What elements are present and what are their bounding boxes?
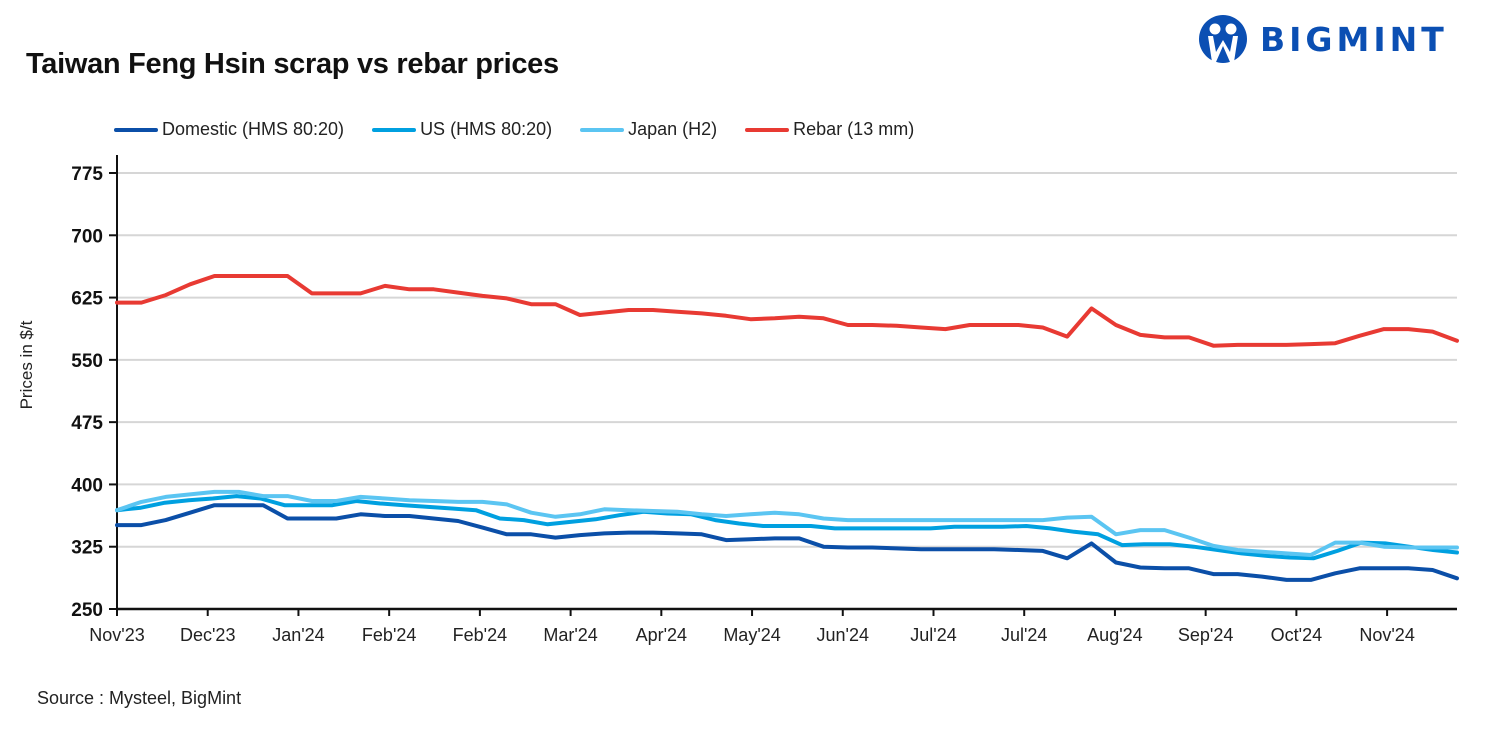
- legend-swatch: [580, 127, 625, 132]
- x-tick-label: May'24: [723, 625, 780, 645]
- x-tick-label: Aug'24: [1087, 625, 1143, 645]
- series-line-japan-h2: [115, 489, 1459, 557]
- series-line-domestic-hms-80-20: [115, 503, 1459, 582]
- x-tick-label: Dec'23: [180, 625, 235, 645]
- legend-swatch: [372, 127, 417, 132]
- y-tick-label: 625: [71, 289, 103, 310]
- legend-label: US (HMS 80:20): [420, 119, 553, 139]
- x-tick-label: Sep'24: [1178, 625, 1234, 645]
- y-tick-label: 400: [71, 475, 103, 496]
- legend-swatch: [114, 127, 158, 132]
- y-tick-label: 250: [71, 600, 103, 621]
- legend-item: Japan (H2): [580, 119, 717, 140]
- series-line-rebar-13-mm: [115, 274, 1459, 348]
- x-tick-label: Jun'24: [817, 625, 869, 645]
- series-line-us-hms-80-20: [115, 494, 1459, 561]
- y-tick-label: 550: [71, 351, 103, 372]
- x-tick-label: Jul'24: [910, 625, 956, 645]
- chart-title: Taiwan Feng Hsin scrap vs rebar prices: [26, 48, 559, 80]
- y-axis-label: Prices in $/t: [17, 320, 36, 409]
- y-tick-label: 325: [71, 538, 103, 559]
- brand-name: BIGMINT: [1260, 19, 1448, 59]
- legend-item: US (HMS 80:20): [372, 119, 552, 140]
- x-tick-label: Mar'24: [543, 625, 597, 645]
- x-tick-label: Nov'24: [1359, 625, 1414, 645]
- x-tick-label: Jan'24: [272, 625, 324, 645]
- x-tick-label: Nov'23: [89, 625, 144, 645]
- x-tick-label: Feb'24: [362, 625, 416, 645]
- legend-label: Japan (H2): [628, 119, 718, 139]
- legend-label: Rebar (13 mm): [793, 119, 915, 139]
- legend-swatch: [745, 127, 790, 132]
- bigmint-logo-icon: [1199, 15, 1247, 63]
- y-tick-label: 475: [71, 413, 103, 434]
- legend-label: Domestic (HMS 80:20): [162, 119, 345, 139]
- x-tick-label: Apr'24: [636, 625, 687, 645]
- x-tick-label: Jul'24: [1001, 625, 1047, 645]
- x-tick-label: Oct'24: [1271, 625, 1322, 645]
- y-tick-label: 700: [71, 226, 103, 247]
- source-note: Source : Mysteel, BigMint: [37, 688, 242, 708]
- bigmint-logo: BIGMINT: [1198, 14, 1448, 64]
- legend-item: Rebar (13 mm): [745, 119, 914, 140]
- legend-item: Domestic (HMS 80:20): [114, 119, 344, 140]
- x-tick-label: Feb'24: [453, 625, 507, 645]
- chart-legend: Domestic (HMS 80:20) US (HMS 80:20) Japan …: [114, 119, 942, 140]
- y-tick-label: 775: [71, 164, 103, 185]
